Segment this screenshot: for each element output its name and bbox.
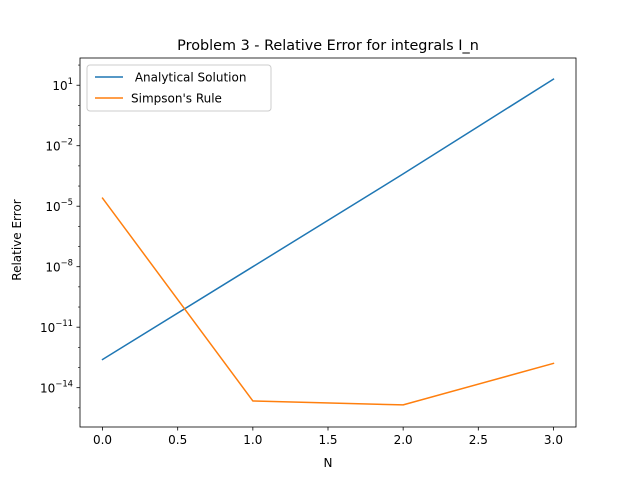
plot-area [101, 78, 555, 406]
y-tick-label: 10−8 [45, 258, 73, 275]
y-axis-label: Relative Error [10, 199, 24, 281]
legend-label-1: Simpson's Rule [131, 92, 222, 106]
y-tick-label: 10−11 [40, 318, 73, 335]
y-tick-label: 10−2 [45, 137, 73, 154]
y-tick-label: 10−14 [40, 379, 73, 396]
series-line-1 [101, 197, 555, 406]
x-axis-label: N [324, 456, 333, 470]
x-tick-label: 3.0 [544, 433, 563, 447]
x-tick-label: 2.5 [469, 433, 488, 447]
x-tick-label: 1.0 [243, 433, 262, 447]
x-tick-label: 0.0 [93, 433, 112, 447]
x-tick-label: 2.0 [394, 433, 413, 447]
legend-box [86, 64, 272, 112]
y-tick-label: 101 [52, 76, 73, 93]
axes: 0.0 0.5 1.0 1.5 2.0 2.5 3.0 101 10−2 10−5 10−8 10−1… [40, 57, 577, 447]
y-tick-label: 10−5 [45, 197, 73, 214]
chart-title: Problem 3 - Relative Error for integrals… [177, 38, 479, 54]
legend-label-0: Analytical Solution [131, 71, 246, 85]
series-line-0 [101, 78, 555, 361]
legend: Analytical Solution Simpson's Rule [86, 64, 272, 112]
x-tick-label: 0.5 [168, 433, 187, 447]
x-tick-label: 1.5 [318, 433, 337, 447]
